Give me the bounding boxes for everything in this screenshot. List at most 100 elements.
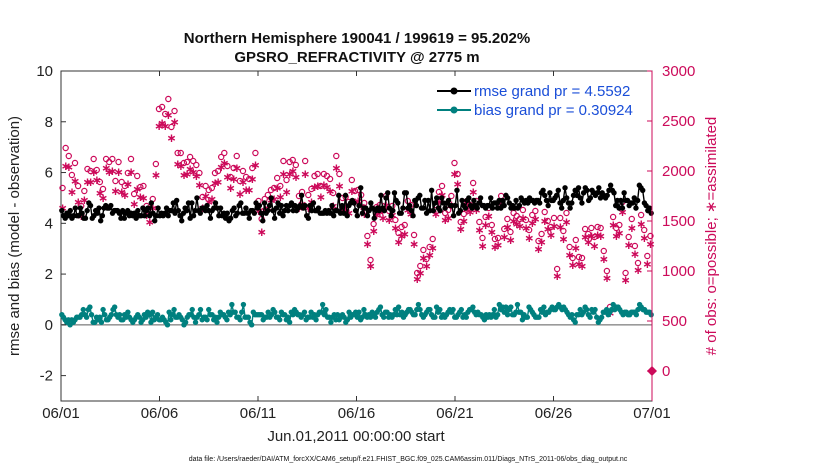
possible-obs-marker [600, 247, 607, 255]
possible-obs-marker [401, 221, 408, 229]
possible-obs-marker [174, 149, 181, 157]
possible-obs-marker [647, 232, 654, 240]
assimilated-obs-marker: ∗ [260, 203, 270, 217]
data-point [415, 301, 422, 308]
data-point [189, 200, 195, 206]
assimilated-obs-marker: ∗ [269, 192, 279, 206]
assimilated-obs-marker: ∗ [319, 178, 329, 192]
possible-obs-marker [289, 156, 296, 164]
data-point [514, 301, 521, 308]
data-point [272, 309, 278, 315]
data-point [96, 205, 102, 211]
data-point [592, 306, 598, 313]
footer-data-file: data file: /Users/raeder/DAI/ATM_forcXX/… [189, 456, 628, 463]
data-point [298, 192, 305, 199]
data-point [408, 207, 415, 214]
data-point [301, 309, 308, 315]
data-point [572, 319, 578, 326]
data-point [268, 195, 274, 201]
possible-obs-marker [429, 235, 436, 243]
possible-obs-marker [563, 209, 570, 217]
data-point [587, 195, 594, 201]
assimilated-obs-marker: ∗ [257, 225, 267, 239]
title-group: Northern Hemisphere 190041 / 199619 = 95… [184, 30, 530, 66]
data-point [125, 309, 131, 315]
data-point [646, 205, 653, 211]
data-point [452, 202, 458, 209]
data-point [256, 202, 263, 209]
assimilated-obs-marker: ∗ [580, 230, 590, 244]
y-right-tick-label: 2500 [662, 113, 695, 130]
assimilated-obs-marker: ∗ [151, 168, 161, 182]
possible-obs-marker [140, 182, 147, 190]
assimilated-obs-marker: ∗ [608, 218, 618, 232]
assimilated-obs-marker: ∗ [185, 162, 195, 176]
possible-obs-marker [560, 227, 567, 235]
data-point [378, 192, 384, 199]
data-point [579, 200, 585, 206]
data-point [217, 205, 224, 211]
possible-obs-marker [273, 174, 281, 182]
possible-obs-marker [588, 224, 595, 232]
data-point [524, 314, 531, 320]
legend-box [432, 76, 647, 124]
data-point [391, 190, 398, 196]
possible-obs-marker [585, 230, 592, 238]
data-point [168, 317, 174, 323]
assimilated-obs-marker: ∗ [129, 197, 139, 211]
assimilated-obs-marker: ∗ [624, 238, 634, 252]
assimilated-obs-marker: ∗ [250, 158, 260, 172]
assimilated-obs-marker: ∗ [238, 175, 248, 189]
possible-obs-marker [124, 169, 132, 177]
possible-obs-marker [87, 167, 94, 175]
assimilated-obs-marker: ∗ [285, 167, 295, 181]
data-point [611, 190, 617, 196]
series-rmse grand pr = 4.5592 [59, 182, 654, 224]
possible-obs-marker [162, 110, 169, 118]
assimilated-obs-marker: ∗ [583, 235, 593, 249]
data-point [555, 187, 561, 194]
assimilated-obs-marker: ∗ [509, 214, 519, 228]
data-point [229, 301, 235, 308]
possible-obs-marker [625, 233, 632, 241]
y-left-tick-label: 6 [45, 165, 53, 182]
possible-obs-marker [233, 152, 240, 160]
assimilated-obs-marker: ∗ [204, 195, 214, 209]
data-point [508, 304, 514, 310]
possible-obs-marker [426, 243, 433, 251]
assimilated-obs-marker: ∗ [201, 189, 211, 203]
assimilated-obs-marker: ∗ [465, 205, 475, 219]
data-point [488, 195, 494, 201]
possible-obs-marker [410, 231, 418, 239]
assimilated-obs-marker: ∗ [549, 219, 559, 233]
possible-obs-marker [525, 226, 533, 234]
possible-obs-marker [634, 259, 642, 267]
assimilated-obs-marker: ∗ [170, 115, 180, 129]
possible-obs-marker [622, 269, 629, 277]
possible-obs-marker [572, 236, 579, 244]
possible-obs-marker [594, 223, 601, 231]
assimilated-obs-marker: ∗ [586, 229, 596, 243]
possible-obs-marker [264, 191, 272, 199]
data-point [541, 304, 547, 310]
data-point [182, 319, 189, 326]
data-point [558, 205, 565, 211]
assimilated-obs-marker: ∗ [621, 273, 631, 287]
data-point [648, 210, 654, 216]
possible-obs-marker [420, 246, 427, 254]
data-point [501, 202, 507, 209]
data-point [149, 309, 156, 315]
assimilated-obs-marker: ∗ [502, 220, 512, 234]
data-point [207, 215, 214, 221]
assimilated-obs-marker: ∗ [110, 184, 120, 198]
assimilated-obs-marker: ∗ [412, 272, 422, 286]
assimilated-obs-marker: ∗ [468, 185, 478, 199]
data-point [261, 200, 268, 206]
possible-obs-marker [491, 235, 499, 243]
data-point [587, 314, 593, 320]
assimilated-obs-marker: ∗ [89, 165, 99, 179]
data-point [165, 212, 171, 219]
data-point [598, 314, 605, 320]
data-point [577, 195, 583, 201]
possible-obs-marker [435, 188, 443, 196]
